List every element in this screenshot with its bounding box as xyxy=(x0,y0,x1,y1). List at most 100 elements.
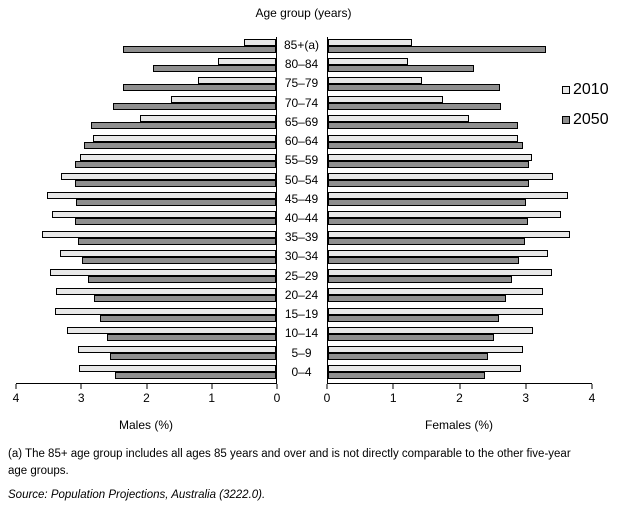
male-row-75–79 xyxy=(16,75,276,94)
female-row-10–14 xyxy=(328,325,592,344)
bar-female-2010 xyxy=(328,326,534,334)
bar-male-2050 xyxy=(114,372,276,380)
bar-female-2010 xyxy=(328,230,570,238)
bar-male-2010 xyxy=(55,307,276,315)
bar-male-2010 xyxy=(56,288,276,296)
female-row-50–54 xyxy=(328,172,592,191)
bar-female-2050 xyxy=(328,199,526,207)
bar-female-2010 xyxy=(328,134,519,142)
bar-male-2010 xyxy=(92,134,276,142)
bar-female-2010 xyxy=(328,192,568,200)
bar-male-2050 xyxy=(77,237,276,245)
male-row-65–69 xyxy=(16,114,276,133)
bar-female-2050 xyxy=(328,276,513,284)
male-row-20–24 xyxy=(16,287,276,306)
age-group-label: 15–19 xyxy=(284,307,319,322)
female-x-axis: 0 1 2 3 4 xyxy=(324,383,595,405)
bar-female-2010 xyxy=(328,307,543,315)
bar-male-2010 xyxy=(198,76,276,84)
bar-male-2050 xyxy=(123,45,276,53)
bar-male-2050 xyxy=(87,276,276,284)
male-axis-title: Males (%) xyxy=(118,418,173,432)
bar-male-2010 xyxy=(139,115,276,123)
age-group-label: 10–14 xyxy=(284,326,319,341)
age-group-label: 65–69 xyxy=(284,114,319,129)
axis-tick xyxy=(591,384,593,389)
age-group-label: 50–54 xyxy=(284,172,319,187)
bar-female-2050 xyxy=(328,333,494,341)
bar-male-2050 xyxy=(110,353,276,360)
male-x-axis: 4 3 2 1 0 xyxy=(13,383,280,405)
footnote-line-1: (a) The 85+ age group includes all ages … xyxy=(8,448,571,460)
bar-male-2050 xyxy=(84,141,276,149)
bar-female-2050 xyxy=(328,295,506,303)
bar-male-2050 xyxy=(91,122,276,130)
bar-male-2010 xyxy=(243,38,276,46)
bar-male-2010 xyxy=(42,230,276,238)
bar-male-2010 xyxy=(59,249,276,257)
bar-male-2010 xyxy=(46,192,276,200)
bar-female-2050 xyxy=(328,180,529,188)
legend-swatch-2050-icon xyxy=(562,115,570,124)
female-row-70–74 xyxy=(328,95,592,114)
bar-female-2050 xyxy=(328,122,519,130)
bar-female-2010 xyxy=(328,249,548,257)
male-row-60–64 xyxy=(16,133,276,152)
bar-male-2010 xyxy=(77,346,276,353)
bar-female-2010 xyxy=(328,38,412,46)
male-row-35–39 xyxy=(16,229,276,248)
axis-tick-label: 2 xyxy=(456,391,463,405)
bar-male-2050 xyxy=(74,180,276,188)
male-row-55–59 xyxy=(16,152,276,171)
female-row-80–84 xyxy=(328,56,592,75)
male-row-40–44 xyxy=(16,210,276,229)
axis-tick xyxy=(211,384,213,389)
axis-tick-label: 0 xyxy=(273,391,281,405)
age-group-label: 70–74 xyxy=(284,95,319,110)
legend-label-2050: 2050 xyxy=(573,110,609,128)
footnote-line-2: age groups. xyxy=(8,465,69,477)
bar-female-2050 xyxy=(328,353,489,360)
female-row-0–4 xyxy=(328,364,592,383)
male-plot-area xyxy=(16,37,277,383)
bar-female-2010 xyxy=(328,269,552,277)
axis-tick xyxy=(146,384,147,389)
male-row-10–14 xyxy=(16,325,276,344)
female-row-35–39 xyxy=(328,229,592,248)
bar-female-2010 xyxy=(328,211,561,219)
axis-tick-label: 3 xyxy=(522,391,530,405)
female-row-85+(a) xyxy=(328,37,592,56)
bar-male-2050 xyxy=(94,295,276,303)
bar-female-2050 xyxy=(328,372,486,380)
female-row-55–59 xyxy=(328,152,592,171)
bar-female-2050 xyxy=(328,256,520,264)
bar-male-2010 xyxy=(79,365,276,373)
age-group-label: 85+(a) xyxy=(283,38,320,52)
axis-tick xyxy=(392,384,394,389)
chart-title: Age group (years) xyxy=(255,6,352,20)
axis-tick xyxy=(326,384,328,389)
bar-female-2050 xyxy=(328,64,474,72)
male-row-80–84 xyxy=(16,56,276,75)
female-row-60–64 xyxy=(328,133,592,152)
bar-male-2010 xyxy=(66,326,276,334)
male-row-50–54 xyxy=(16,172,276,191)
bar-female-2050 xyxy=(328,103,501,111)
axis-tick-label: 3 xyxy=(77,391,85,405)
bar-male-2050 xyxy=(112,103,276,111)
bar-female-2050 xyxy=(328,83,501,91)
bar-male-2050 xyxy=(107,333,276,341)
bar-male-2050 xyxy=(122,83,276,91)
bar-female-2050 xyxy=(328,314,499,322)
legend-label-2010: 2010 xyxy=(573,80,609,98)
female-row-25–29 xyxy=(328,268,592,287)
axis-tick-label: 0 xyxy=(323,391,331,405)
female-row-75–79 xyxy=(328,75,592,94)
age-group-label: 80–84 xyxy=(284,57,319,72)
age-group-label: 60–64 xyxy=(284,134,319,149)
male-row-25–29 xyxy=(16,268,276,287)
male-row-5–9 xyxy=(16,345,276,364)
source-note: Source: Population Projections, Australi… xyxy=(8,489,266,501)
male-row-70–74 xyxy=(16,95,276,114)
